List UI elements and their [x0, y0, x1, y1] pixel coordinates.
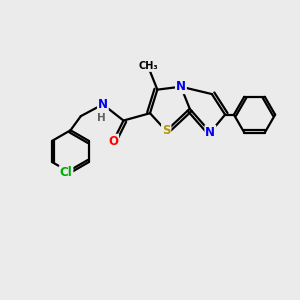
Text: N: N [206, 126, 215, 139]
Text: N: N [98, 98, 108, 111]
Text: CH₃: CH₃ [139, 61, 158, 71]
Text: H: H [97, 112, 106, 123]
Text: O: O [108, 135, 118, 148]
Text: S: S [162, 124, 170, 137]
Text: Cl: Cl [60, 166, 73, 179]
Text: N: N [176, 80, 186, 93]
